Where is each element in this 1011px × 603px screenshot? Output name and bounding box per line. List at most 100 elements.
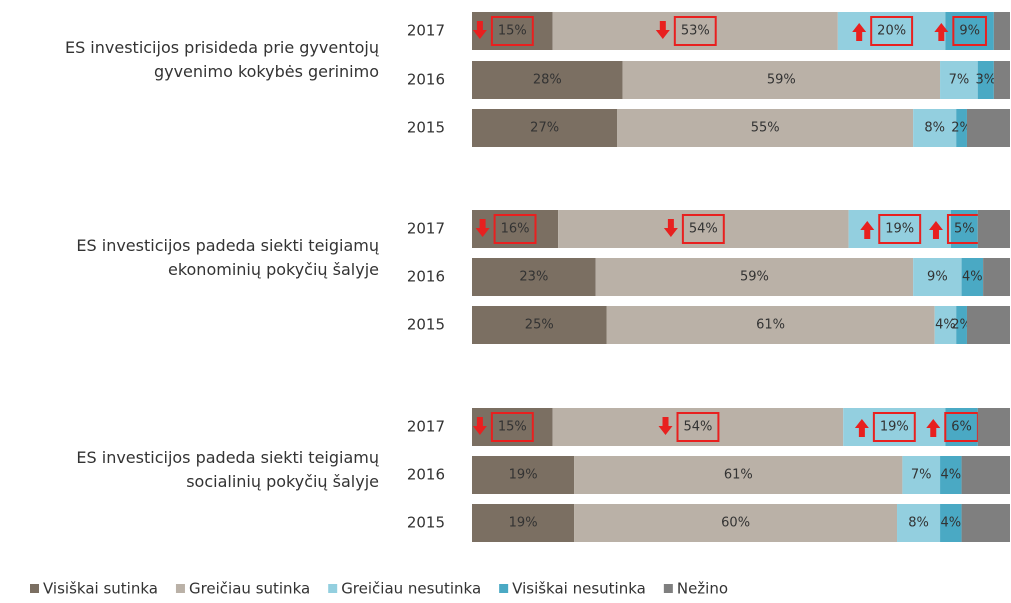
bar-segment <box>902 456 941 494</box>
bar-segment <box>595 258 914 296</box>
value-label: 4% <box>941 516 962 531</box>
value-label: 9% <box>959 24 980 39</box>
bar-segment <box>897 504 941 542</box>
legend-swatch <box>499 584 509 593</box>
value-label: 7% <box>949 73 970 88</box>
bar-segment <box>617 109 914 147</box>
value-label: 23% <box>519 270 548 285</box>
value-label: 4% <box>941 468 962 483</box>
bar-segment <box>558 210 849 248</box>
value-label: 3% <box>975 73 996 88</box>
bar-segment <box>622 61 941 99</box>
value-label: 20% <box>877 24 906 39</box>
highlight-box <box>676 412 720 442</box>
highlight-box <box>878 214 922 244</box>
value-label: 59% <box>740 270 769 285</box>
year-label: 2016 <box>407 268 445 286</box>
value-label: 7% <box>911 468 932 483</box>
group-label: ES investicijos padeda siekti teigiamų e… <box>76 236 379 279</box>
value-label: 2% <box>951 121 972 136</box>
value-label: 19% <box>509 516 538 531</box>
trend-arrow <box>926 419 941 437</box>
highlight-box <box>952 16 987 46</box>
year-label: 2015 <box>407 514 445 532</box>
bar-segment <box>945 408 978 446</box>
legend-swatch <box>30 584 39 593</box>
value-label: 54% <box>684 420 713 435</box>
trend-arrow <box>852 23 867 41</box>
group-label: ES investicijos padeda siekti teigiamų s… <box>76 448 379 491</box>
value-label: 5% <box>954 222 975 237</box>
bar-segment <box>961 456 1010 494</box>
year-label: 2017 <box>407 418 445 436</box>
bar-segment <box>977 408 1010 446</box>
trend-arrow <box>475 219 490 237</box>
trend-arrow <box>934 23 949 41</box>
value-label: 2% <box>951 318 972 333</box>
trend-arrow <box>663 219 678 237</box>
value-label: 54% <box>689 222 718 237</box>
year-label: 2015 <box>407 316 445 334</box>
value-label: 8% <box>908 516 929 531</box>
value-label: 19% <box>880 420 909 435</box>
value-label: 4% <box>935 318 956 333</box>
bar-segment <box>574 504 898 542</box>
value-label: 53% <box>681 24 710 39</box>
value-label: 6% <box>951 420 972 435</box>
bar-segment <box>961 258 984 296</box>
bar-segment <box>472 109 618 147</box>
bar-segment <box>940 504 962 542</box>
value-label: 9% <box>927 270 948 285</box>
value-label: 25% <box>525 318 554 333</box>
value-label: 55% <box>751 121 780 136</box>
trend-arrow <box>658 417 673 435</box>
bar-segment <box>472 504 575 542</box>
bar-segment <box>993 61 1010 99</box>
value-label: 27% <box>530 121 559 136</box>
bar-segment <box>574 456 903 494</box>
bar-segment <box>606 306 935 344</box>
value-label: 28% <box>533 73 562 88</box>
legend-swatch <box>175 584 185 593</box>
year-label: 2017 <box>407 22 445 40</box>
bar-segment <box>472 258 596 296</box>
bar-segment <box>934 306 957 344</box>
highlight-box <box>490 412 534 442</box>
highlight-box <box>681 214 725 244</box>
value-label: 15% <box>498 24 527 39</box>
value-label: 4% <box>962 270 983 285</box>
bar-segment <box>966 306 1010 344</box>
bar-segment <box>956 306 967 344</box>
legend-label: Nežino <box>677 580 728 598</box>
legend-swatch <box>328 584 338 593</box>
bar-segment <box>950 210 978 248</box>
value-label: 61% <box>756 318 785 333</box>
year-label: 2016 <box>407 466 445 484</box>
year-label: 2016 <box>407 71 445 89</box>
bar-segment <box>956 109 967 147</box>
group-label: ES investicijos prisideda prie gyventojų… <box>64 38 379 81</box>
value-label: 59% <box>767 73 796 88</box>
bar-segment <box>552 408 844 446</box>
bar-segment <box>472 456 575 494</box>
value-label: 15% <box>498 420 527 435</box>
highlight-box <box>870 16 914 46</box>
trend-arrow <box>472 21 487 39</box>
bar-segment <box>977 210 1010 248</box>
highlight-box <box>872 412 916 442</box>
year-label: 2017 <box>407 220 445 238</box>
year-label: 2015 <box>407 119 445 137</box>
value-label: 19% <box>509 468 538 483</box>
highlight-box <box>673 16 717 46</box>
bar-segment <box>472 306 607 344</box>
bar-segment <box>940 456 962 494</box>
bar-segment <box>552 12 838 50</box>
trend-arrow <box>655 21 670 39</box>
trend-arrow <box>928 221 943 239</box>
bar-segment <box>977 61 994 99</box>
legend-label: Visiškai sutinka <box>43 580 158 598</box>
bar-segment <box>940 61 978 99</box>
bar-segment <box>993 12 1010 50</box>
